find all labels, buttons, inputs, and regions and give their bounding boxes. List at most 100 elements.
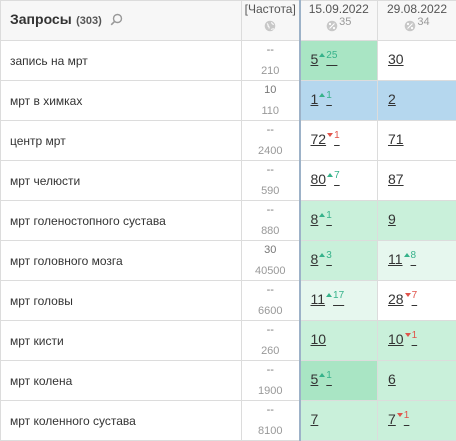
- position-link[interactable]: 9: [388, 211, 396, 227]
- position-cell-2: 87: [377, 160, 456, 201]
- position-link[interactable]: 6: [388, 371, 396, 387]
- arrow-down-icon: [404, 333, 411, 337]
- query-text: мрт в химках: [0, 80, 242, 121]
- position-link[interactable]: 2: [388, 91, 396, 107]
- position-value: 7: [310, 411, 319, 427]
- base-frequency: 2400: [258, 145, 283, 157]
- position-value: 5: [310, 51, 319, 67]
- position-cell-2: 11 8: [377, 240, 456, 281]
- position-cell-1: 10: [298, 320, 378, 361]
- position-link[interactable]: 30: [388, 51, 404, 67]
- percent-icon: [326, 19, 338, 37]
- position-value: 11: [388, 251, 403, 267]
- date-header-2[interactable]: 29.08.2022 34: [377, 0, 456, 41]
- position-value: 87: [388, 171, 404, 187]
- position-change-value: 7: [334, 170, 340, 181]
- position-change-value: 1: [403, 410, 410, 421]
- position-value: 80: [310, 171, 327, 187]
- percent-icon: [404, 19, 416, 37]
- query-text: мрт голеностопного сустава: [0, 200, 242, 241]
- base-frequency: 40500: [254, 265, 286, 277]
- date-label-2: 29.08.2022: [386, 2, 448, 16]
- position-link[interactable]: 71: [388, 131, 404, 147]
- queries-count: (303): [76, 14, 102, 27]
- frequency-cell: 10 110: [241, 80, 300, 121]
- position-link[interactable]: 5 25: [310, 50, 338, 67]
- frequency-cell: 30 40500: [241, 240, 300, 281]
- queries-header[interactable]: Запросы (303): [0, 0, 242, 41]
- search-icon[interactable]: [110, 13, 123, 31]
- date-header-1[interactable]: 15.09.2022 35: [298, 0, 378, 41]
- arrow-up-icon: [319, 53, 326, 57]
- position-value: 72: [310, 131, 327, 147]
- arrow-up-icon: [326, 293, 333, 297]
- exact-frequency: --: [266, 204, 274, 216]
- table-row: мрт головы -- 6600 11 17 28 7: [0, 280, 456, 321]
- position-link[interactable]: 7: [311, 411, 319, 427]
- frequency-header[interactable]: [Частота]: [241, 0, 300, 41]
- position-change: 1: [404, 330, 417, 341]
- position-change-value: 8: [410, 250, 417, 261]
- position-value: 8: [310, 211, 319, 227]
- position-link[interactable]: 87: [388, 171, 404, 187]
- arrow-up-icon: [403, 253, 410, 257]
- position-change: 3: [319, 250, 332, 261]
- position-value: 30: [388, 51, 404, 67]
- query-text: запись на мрт: [0, 40, 242, 81]
- position-change-value: 3: [326, 250, 332, 261]
- arrow-up-icon: [319, 373, 326, 377]
- position-cell-2: 71: [377, 120, 456, 161]
- position-link[interactable]: 11 8: [388, 250, 417, 267]
- arrow-up-icon: [319, 253, 326, 257]
- table-row: мрт головного мозга 30 40500 8 3 11 8: [0, 240, 456, 281]
- frequency-cell: -- 260: [241, 320, 300, 361]
- position-cell-1: 72 1: [298, 120, 378, 161]
- query-text: мрт колена: [0, 360, 242, 401]
- exact-frequency: --: [266, 164, 274, 176]
- position-value: 9: [388, 211, 396, 227]
- position-change-value: 1: [334, 130, 340, 141]
- frequency-cell: -- 2400: [241, 120, 300, 161]
- position-link[interactable]: 11 17: [311, 290, 345, 307]
- globe-icon[interactable]: [264, 19, 276, 37]
- position-cell-2: 2: [377, 80, 456, 121]
- frequency-cell: -- 1900: [241, 360, 300, 401]
- position-change-value: 7: [411, 290, 418, 301]
- position-change-value: 25: [326, 50, 338, 61]
- table-row: мрт челюсти -- 590 80 7 87: [0, 160, 456, 201]
- position-cell-2: 10 1: [377, 320, 456, 361]
- base-frequency: 8100: [258, 425, 283, 437]
- arrow-down-icon: [396, 413, 403, 417]
- position-change-value: 17: [333, 290, 345, 301]
- table-row: мрт голеностопного сустава -- 880 8 1 9: [0, 200, 456, 241]
- position-link[interactable]: 80 7: [310, 170, 340, 187]
- position-link[interactable]: 10: [311, 331, 327, 347]
- position-link[interactable]: 28 7: [388, 290, 418, 307]
- position-value: 2: [388, 91, 396, 107]
- position-cell-2: 9: [377, 200, 456, 241]
- position-change: 1: [327, 130, 340, 141]
- position-value: 71: [388, 131, 404, 147]
- arrow-up-icon: [319, 213, 326, 217]
- position-value: 28: [388, 291, 404, 307]
- table-body: запись на мрт -- 210 5 25 30 мрт в химках 10 110…: [0, 40, 456, 441]
- base-frequency: 210: [261, 65, 280, 77]
- position-link[interactable]: 10 1: [388, 330, 417, 347]
- frequency-label: [Частота]: [244, 2, 296, 16]
- position-link[interactable]: 72 1: [310, 130, 340, 147]
- position-cell-2: 6: [377, 360, 456, 401]
- frequency-cell: -- 6600: [241, 280, 300, 321]
- arrow-up-icon: [319, 93, 326, 97]
- frequency-cell: -- 210: [241, 40, 300, 81]
- exact-frequency: 10: [264, 84, 277, 96]
- position-cell-1: 11 17: [298, 280, 378, 321]
